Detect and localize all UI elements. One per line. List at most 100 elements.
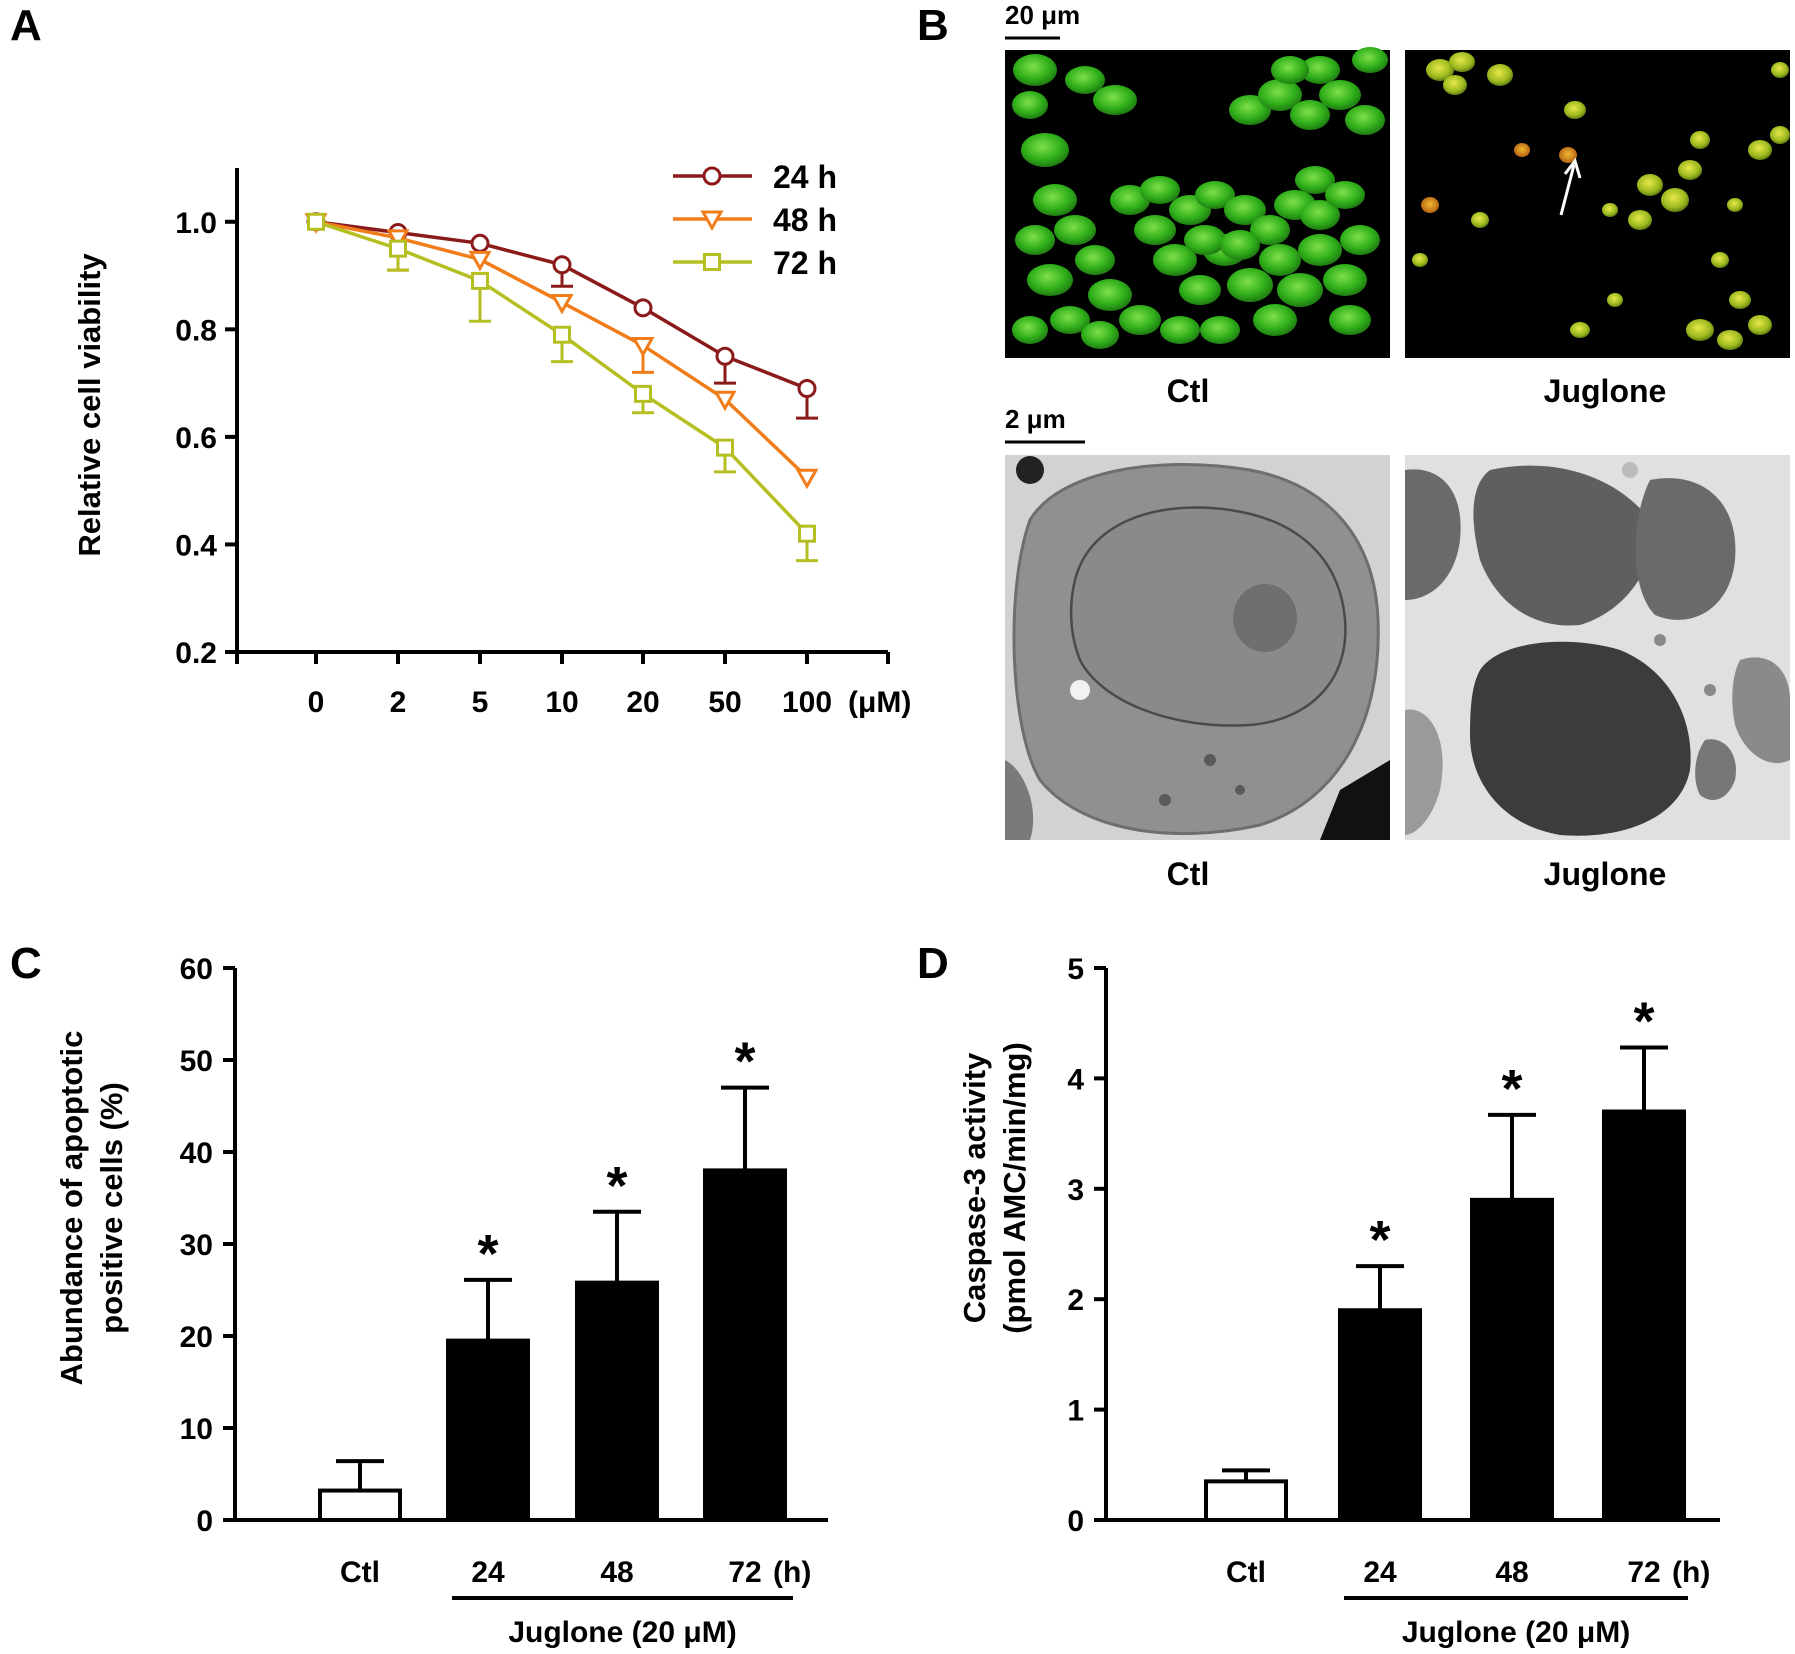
fluorescence-caption-ctl: Ctl xyxy=(1167,373,1210,409)
fluorescent-cell xyxy=(1717,330,1743,350)
fluorescent-cell xyxy=(1345,105,1385,135)
caspase-bars: * * * xyxy=(1204,991,1686,1523)
viability-point xyxy=(795,468,819,490)
fluorescent-cell xyxy=(1088,279,1132,311)
fluorescent-cell xyxy=(1770,126,1790,144)
fluorescent-cell xyxy=(1426,59,1454,81)
viability-x-tick-label: 0 xyxy=(308,686,325,719)
panel-letter-a: A xyxy=(10,1,42,50)
fluorescent-cell xyxy=(1110,185,1150,215)
caspase-group-label: Juglone (20 μM) xyxy=(1402,1616,1630,1649)
fluorescent-cell xyxy=(1729,291,1751,309)
fluorescent-cell xyxy=(1054,215,1096,245)
apoptosis-group-label: Juglone (20 μM) xyxy=(508,1616,736,1649)
fluorescent-cell xyxy=(1443,75,1467,95)
fluorescent-cell xyxy=(1412,253,1428,267)
caspase-x-tick-label: 72 xyxy=(1627,1556,1660,1589)
fluorescent-cell xyxy=(1027,264,1073,296)
tem-image-ctl xyxy=(1005,455,1390,840)
viability-axes: 0.2 0.4 0.6 0.8 1.0 0 2 5 10 20 50 100 (μM) xyxy=(175,168,911,719)
caspase-y-tick-label: 4 xyxy=(1067,1063,1084,1096)
viability-point xyxy=(471,271,489,290)
tem-caption-juglone: Juglone xyxy=(1544,856,1667,892)
fluorescent-cell xyxy=(1559,147,1577,163)
panel-letter-b: B xyxy=(917,1,949,50)
apoptosis-x-tick-label: 48 xyxy=(600,1556,633,1589)
caspase-significance-star: * xyxy=(1501,1059,1522,1119)
apoptosis-y-tick-label: 30 xyxy=(180,1229,213,1262)
fluorescent-cell xyxy=(1637,174,1663,196)
viability-y-tick-label: 0.8 xyxy=(175,314,217,347)
micrograph-panel: 20 μm 2 μm xyxy=(1005,0,1790,892)
viability-x-tick-label: 20 xyxy=(626,686,659,719)
apoptosis-y-tick-label: 40 xyxy=(180,1137,213,1170)
caspase-y-tick-label: 1 xyxy=(1067,1395,1084,1428)
caspase-y-axis-title-line2: (pmol AMC/min/mg) xyxy=(997,1042,1032,1334)
fluorescent-cell xyxy=(1325,181,1365,209)
viability-x-unit: (μM) xyxy=(848,686,911,719)
apoptosis-axes: 0 10 20 30 40 50 60 Ctl 24 48 72 (h) Juglone (20 μM) xyxy=(180,953,828,1649)
viability-point xyxy=(797,378,817,398)
viability-y-tick-label: 0.4 xyxy=(175,529,217,562)
fluorescent-cell xyxy=(1224,195,1266,225)
apoptosis-bar-chart: 0 10 20 30 40 50 60 Ctl 24 48 72 (h) Juglone (20 μM)… xyxy=(54,953,828,1649)
viability-x-tick-label: 10 xyxy=(545,686,578,719)
apoptosis-x-tick-label: 24 xyxy=(471,1556,505,1589)
viability-x-tick-label: 50 xyxy=(708,686,741,719)
arrow-icon xyxy=(1559,157,1582,216)
caspase-bar xyxy=(1470,1197,1554,1522)
fluorescent-cell xyxy=(1259,244,1301,276)
caspase-y-tick-label: 0 xyxy=(1067,1505,1084,1538)
caspase-y-axis-title-line1: Caspase-3 activity xyxy=(957,1052,992,1323)
fluorescent-cell xyxy=(1277,273,1323,307)
fluorescent-cell xyxy=(1033,184,1077,216)
fluorescent-cell xyxy=(1050,306,1090,334)
viability-point xyxy=(468,250,492,272)
apoptosis-bars: * * * xyxy=(318,1032,787,1523)
fluorescent-cell xyxy=(1628,210,1652,230)
apoptosis-y-tick-label: 20 xyxy=(180,1321,213,1354)
viability-point xyxy=(470,233,490,253)
apoptosis-significance-star: * xyxy=(477,1224,498,1284)
legend-label: 48 h xyxy=(773,202,837,238)
fluorescent-cell xyxy=(1564,101,1586,119)
fluorescent-cell xyxy=(1678,160,1702,180)
caspase-bar xyxy=(1602,1109,1686,1523)
viability-point xyxy=(716,438,734,457)
caspase-significance-star: * xyxy=(1633,991,1654,1051)
caspase-significance-star: * xyxy=(1369,1210,1390,1270)
apoptosis-bar xyxy=(575,1280,659,1523)
fluorescent-cell xyxy=(1012,91,1048,119)
fluorescent-cell xyxy=(1250,215,1290,245)
viability-point xyxy=(552,255,572,275)
fluorescent-cell xyxy=(1487,64,1513,86)
apoptosis-y-tick-label: 10 xyxy=(180,1413,213,1446)
viability-x-tick-label: 5 xyxy=(472,686,489,719)
fluorescent-cell xyxy=(1160,316,1200,344)
apoptosis-bar xyxy=(318,1488,402,1523)
viability-point xyxy=(307,212,325,231)
apoptosis-x-unit: (h) xyxy=(773,1556,811,1589)
caspase-y-tick-label: 3 xyxy=(1067,1174,1084,1207)
caspase-x-unit: (h) xyxy=(1672,1556,1710,1589)
viability-x-tick-label: 100 xyxy=(782,686,832,719)
fluorescent-cell xyxy=(1013,54,1057,86)
legend-label: 24 h xyxy=(773,159,837,195)
apoptosis-bar xyxy=(446,1338,530,1522)
tem-caption-ctl: Ctl xyxy=(1167,856,1210,892)
apoptosis-y-axis-title-line1: Abundance of apoptotic xyxy=(54,1031,89,1386)
fluorescent-cell xyxy=(1021,133,1069,167)
fluorescent-cell xyxy=(1748,315,1772,335)
fluorescent-cell xyxy=(1119,305,1161,335)
fluorescent-cell xyxy=(1179,275,1221,305)
fluorescent-cell xyxy=(1602,203,1618,217)
panel-letter-d: D xyxy=(917,939,949,988)
viability-y-tick-label: 0.2 xyxy=(175,637,217,670)
apoptosis-y-tick-label: 60 xyxy=(180,953,213,986)
panel-letter-c: C xyxy=(10,939,42,988)
fluorescent-cell xyxy=(1253,304,1297,336)
caspase-bar xyxy=(1204,1479,1288,1522)
viability-y-tick-label: 1.0 xyxy=(175,207,217,240)
viability-series xyxy=(304,212,819,563)
